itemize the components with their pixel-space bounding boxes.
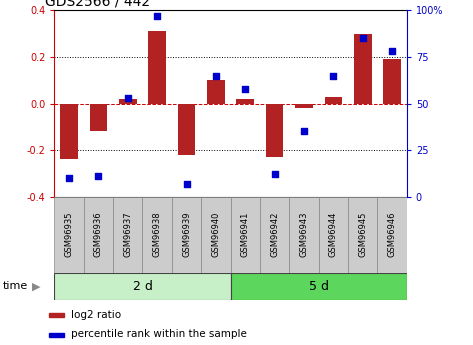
Bar	[84, 197, 113, 273]
Text: GSM96937: GSM96937	[123, 212, 132, 257]
Text: GSM96941: GSM96941	[241, 212, 250, 257]
Bar	[201, 197, 230, 273]
Bar	[230, 197, 260, 273]
Point	[359, 36, 367, 41]
Bar	[49, 313, 63, 317]
Text: GSM96946: GSM96946	[387, 212, 396, 257]
Point	[212, 73, 219, 78]
Text: GSM96943: GSM96943	[299, 212, 308, 257]
Text: GSM96945: GSM96945	[358, 212, 367, 257]
Text: time: time	[2, 282, 27, 291]
Bar	[266, 104, 283, 157]
Point	[95, 174, 102, 179]
Bar	[90, 104, 107, 131]
Point	[124, 95, 131, 101]
Text: percentile rank within the sample: percentile rank within the sample	[71, 329, 247, 339]
Bar	[236, 99, 254, 103]
Bar	[289, 197, 319, 273]
Point	[330, 73, 337, 78]
Bar	[319, 197, 348, 273]
Bar	[207, 80, 225, 104]
Bar	[295, 104, 313, 108]
Text: 5 d: 5 d	[309, 280, 329, 293]
Text: ▶: ▶	[32, 282, 40, 291]
Text: GSM96939: GSM96939	[182, 212, 191, 257]
Bar	[60, 104, 78, 159]
Bar	[172, 197, 201, 273]
Bar	[113, 197, 142, 273]
Bar	[149, 31, 166, 104]
Bar	[377, 197, 407, 273]
Text: GSM96938: GSM96938	[153, 212, 162, 257]
Bar	[348, 197, 377, 273]
Point	[65, 175, 73, 181]
Text: GSM96940: GSM96940	[211, 212, 220, 257]
Bar	[178, 104, 195, 155]
Bar	[324, 97, 342, 104]
Bar	[54, 273, 230, 300]
Text: log2 ratio: log2 ratio	[71, 309, 121, 319]
Point	[153, 13, 161, 19]
Text: GSM96936: GSM96936	[94, 212, 103, 257]
Point	[300, 129, 308, 134]
Text: GSM96942: GSM96942	[270, 212, 279, 257]
Point	[183, 181, 190, 186]
Bar	[383, 59, 401, 104]
Text: GSM96935: GSM96935	[65, 212, 74, 257]
Bar	[142, 197, 172, 273]
Bar	[54, 197, 84, 273]
Bar	[260, 197, 289, 273]
Point	[388, 49, 396, 54]
Text: GDS2566 / 442: GDS2566 / 442	[45, 0, 150, 9]
Bar	[230, 273, 407, 300]
Point	[271, 171, 279, 177]
Bar	[354, 34, 371, 104]
Text: GSM96944: GSM96944	[329, 212, 338, 257]
Text: 2 d: 2 d	[132, 280, 152, 293]
Bar	[119, 99, 137, 103]
Bar	[49, 333, 63, 337]
Point	[242, 86, 249, 91]
